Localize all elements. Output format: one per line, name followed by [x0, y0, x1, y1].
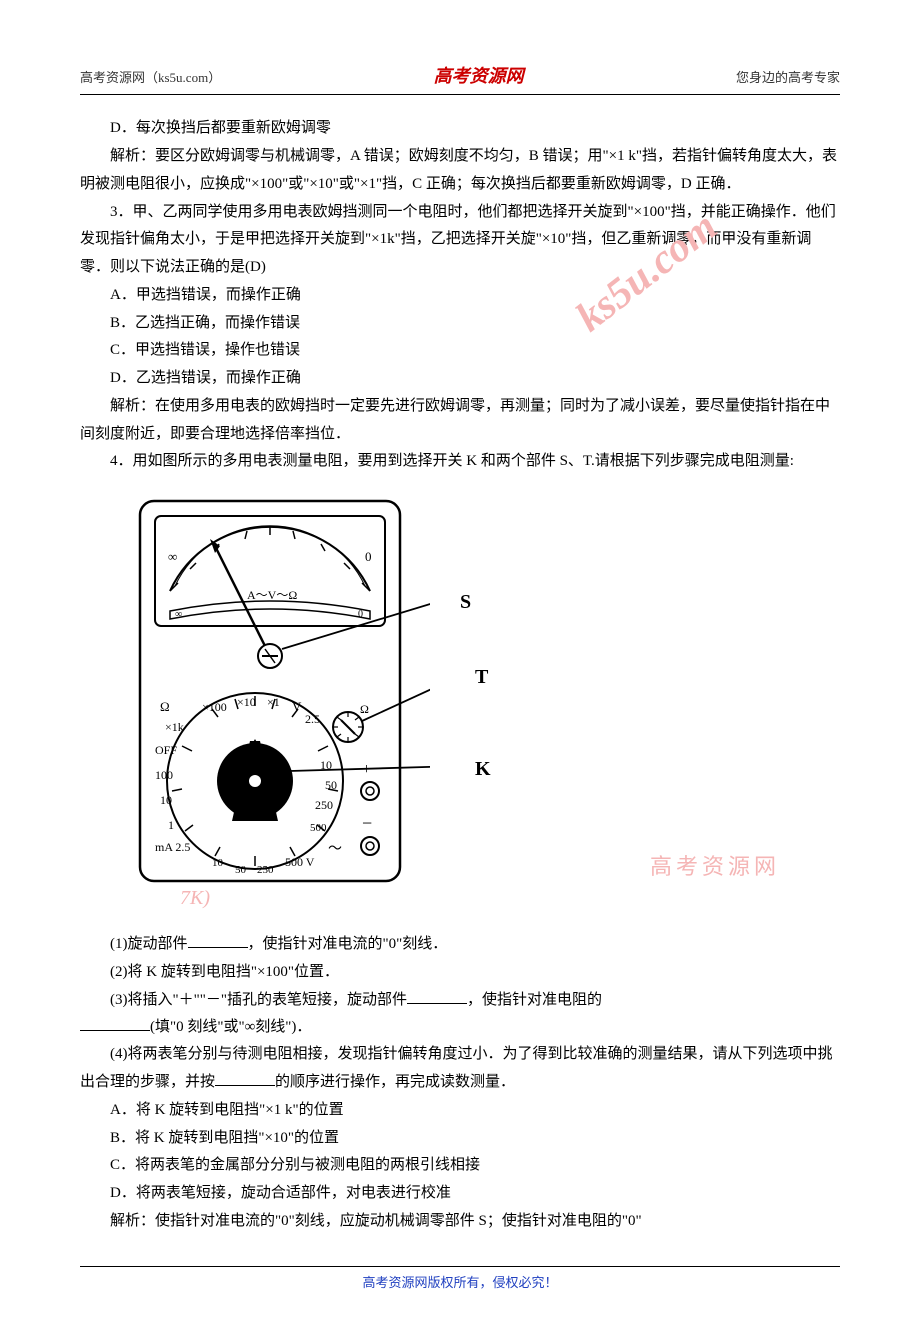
- dial-r50-label: 50: [325, 778, 337, 792]
- document-body: D．每次换挡后都要重新欧姆调零 解析：要区分欧姆调零与机械调零，A 错误；欧姆刻…: [80, 115, 840, 1235]
- page-footer: 高考资源网版权所有，侵权必究！: [80, 1266, 840, 1294]
- dial-off-label: OFF: [155, 743, 177, 757]
- q4-option-c: C．将两表笔的金属部分分别与被测电阻的两根引线相接: [80, 1152, 840, 1180]
- t-ohm-label: Ω: [360, 702, 369, 716]
- header-right-text: 您身边的高考专家: [736, 66, 840, 89]
- option-d: D．每次换挡后都要重新欧姆调零: [80, 115, 840, 143]
- scale-units-label: A～V～Ω: [247, 588, 297, 602]
- step-3: (3)将插入"＋""－"插孔的表笔短接，旋动部件 ，使指针对准电阻的: [80, 987, 840, 1015]
- dial-100-label: 100: [155, 768, 173, 782]
- dial-500v-label: 500 V: [285, 855, 315, 869]
- analysis-2: 解析：要区分欧姆调零与机械调零，A 错误；欧姆刻度不均匀，B 错误；用"×1 k…: [80, 143, 840, 199]
- header-left-text: 高考资源网（ks5u.com）: [80, 66, 221, 89]
- q3-option-b: B．乙选挡正确，而操作错误: [80, 310, 840, 338]
- dial-ac-label: ～: [328, 842, 342, 857]
- q3-option-c: C．甲选挡错误，操作也错误: [80, 337, 840, 365]
- step-4: (4)将两表笔分别与待测电阻相接，发现指针偏转角度过小．为了得到比较准确的测量结…: [80, 1041, 840, 1097]
- dial-x10-label: ×10: [237, 695, 256, 709]
- dial-r10-label: 10: [320, 758, 332, 772]
- watermark-bottom-right: 高考资源网: [650, 847, 780, 887]
- multimeter-figure: ∞ 0 A～V～Ω ∞ 0: [130, 491, 840, 921]
- header-center-title: 高考资源网: [434, 60, 524, 92]
- question-3: 3．甲、乙两同学使用多用电表欧姆挡测同一个电阻时，他们都把选择开关旋到"×100…: [80, 199, 840, 282]
- analysis-3: 解析：在使用多用电表的欧姆挡时一定要先进行欧姆调零，再测量；同时为了减小误差，要…: [80, 393, 840, 449]
- step-3-a: (3)将插入"＋""－"插孔的表笔短接，旋动部件: [110, 992, 407, 1008]
- dial-10-label: 10: [160, 793, 172, 807]
- step-4-b: 的顺序进行操作，再完成读数测量．: [275, 1074, 515, 1090]
- q3-option-a: A．甲选挡错误，而操作正确: [80, 282, 840, 310]
- dial-b50-label: 50: [235, 864, 247, 876]
- analysis-4: 解析：使指针对准电流的"0"刻线，应旋动机械调零部件 S；使指针对准电阻的"0": [80, 1208, 840, 1236]
- dial-ohm-label: Ω: [160, 699, 170, 714]
- label-s: S: [460, 584, 471, 620]
- q4-option-b: B．将 K 旋转到电阻挡"×10"的位置: [80, 1125, 840, 1153]
- dial-r500-label: 500: [310, 822, 327, 834]
- blank-2: [407, 989, 467, 1004]
- mirror-zero-label: 0: [358, 609, 363, 620]
- dial-r250-label: 250: [315, 798, 333, 812]
- label-k: K: [475, 751, 491, 787]
- step-3-b: ，使指针对准电阻的: [467, 992, 602, 1008]
- scale-zero-label: 0: [365, 549, 372, 564]
- multimeter-svg: ∞ 0 A～V～Ω ∞ 0: [130, 491, 430, 891]
- step-3-c: (填"0 刻线"或"∞刻线")．: [150, 1019, 311, 1035]
- step-1-b: ，使指针对准电流的"0"刻线．: [248, 936, 448, 952]
- q4-option-d: D．将两表笔短接，旋动合适部件，对电表进行校准: [80, 1180, 840, 1208]
- mirror-infinity-label: ∞: [175, 609, 182, 620]
- step-1-a: (1)旋动部件: [110, 936, 188, 952]
- dial-x1k-label: ×1k: [165, 720, 184, 734]
- dial-1-label: 1: [168, 818, 174, 832]
- dial-x100-label: ×100: [202, 700, 227, 714]
- blank-3: [80, 1016, 150, 1031]
- step-3-cont: (填"0 刻线"或"∞刻线")．: [80, 1014, 840, 1041]
- watermark-bottom-left: 7K): [180, 880, 210, 916]
- dial-b250-label: 250: [257, 864, 274, 876]
- dial-b10-label: 10: [212, 857, 224, 869]
- scale-infinity-label: ∞: [168, 549, 177, 564]
- q3-option-d: D．乙选挡错误，而操作正确: [80, 365, 840, 393]
- dial-v-label: V: [292, 699, 302, 714]
- blank-4: [215, 1071, 275, 1086]
- page-header: 高考资源网（ks5u.com） 高考资源网 您身边的高考专家: [80, 60, 840, 95]
- minus-label: −: [362, 813, 372, 833]
- dial-r2p5-label: 2.5: [305, 712, 320, 726]
- dial-x1-label: ×1: [267, 695, 280, 709]
- t-knob-group: [333, 712, 363, 742]
- dial-ma-label: mA 2.5: [155, 840, 190, 854]
- plus-label: +: [362, 761, 371, 778]
- question-4: 4．用如图所示的多用电表测量电阻，要用到选择开关 K 和两个部件 S、T.请根据…: [80, 448, 840, 476]
- step-1: (1)旋动部件 ，使指针对准电流的"0"刻线．: [80, 931, 840, 959]
- blank-1: [188, 933, 248, 948]
- q4-option-a: A．将 K 旋转到电阻挡"×1 k"的位置: [80, 1097, 840, 1125]
- page-container: 高考资源网（ks5u.com） 高考资源网 您身边的高考专家 D．每次换挡后都要…: [0, 0, 920, 1334]
- label-t: T: [475, 659, 488, 695]
- step-2: (2)将 K 旋转到电阻挡"×100"位置．: [80, 959, 840, 987]
